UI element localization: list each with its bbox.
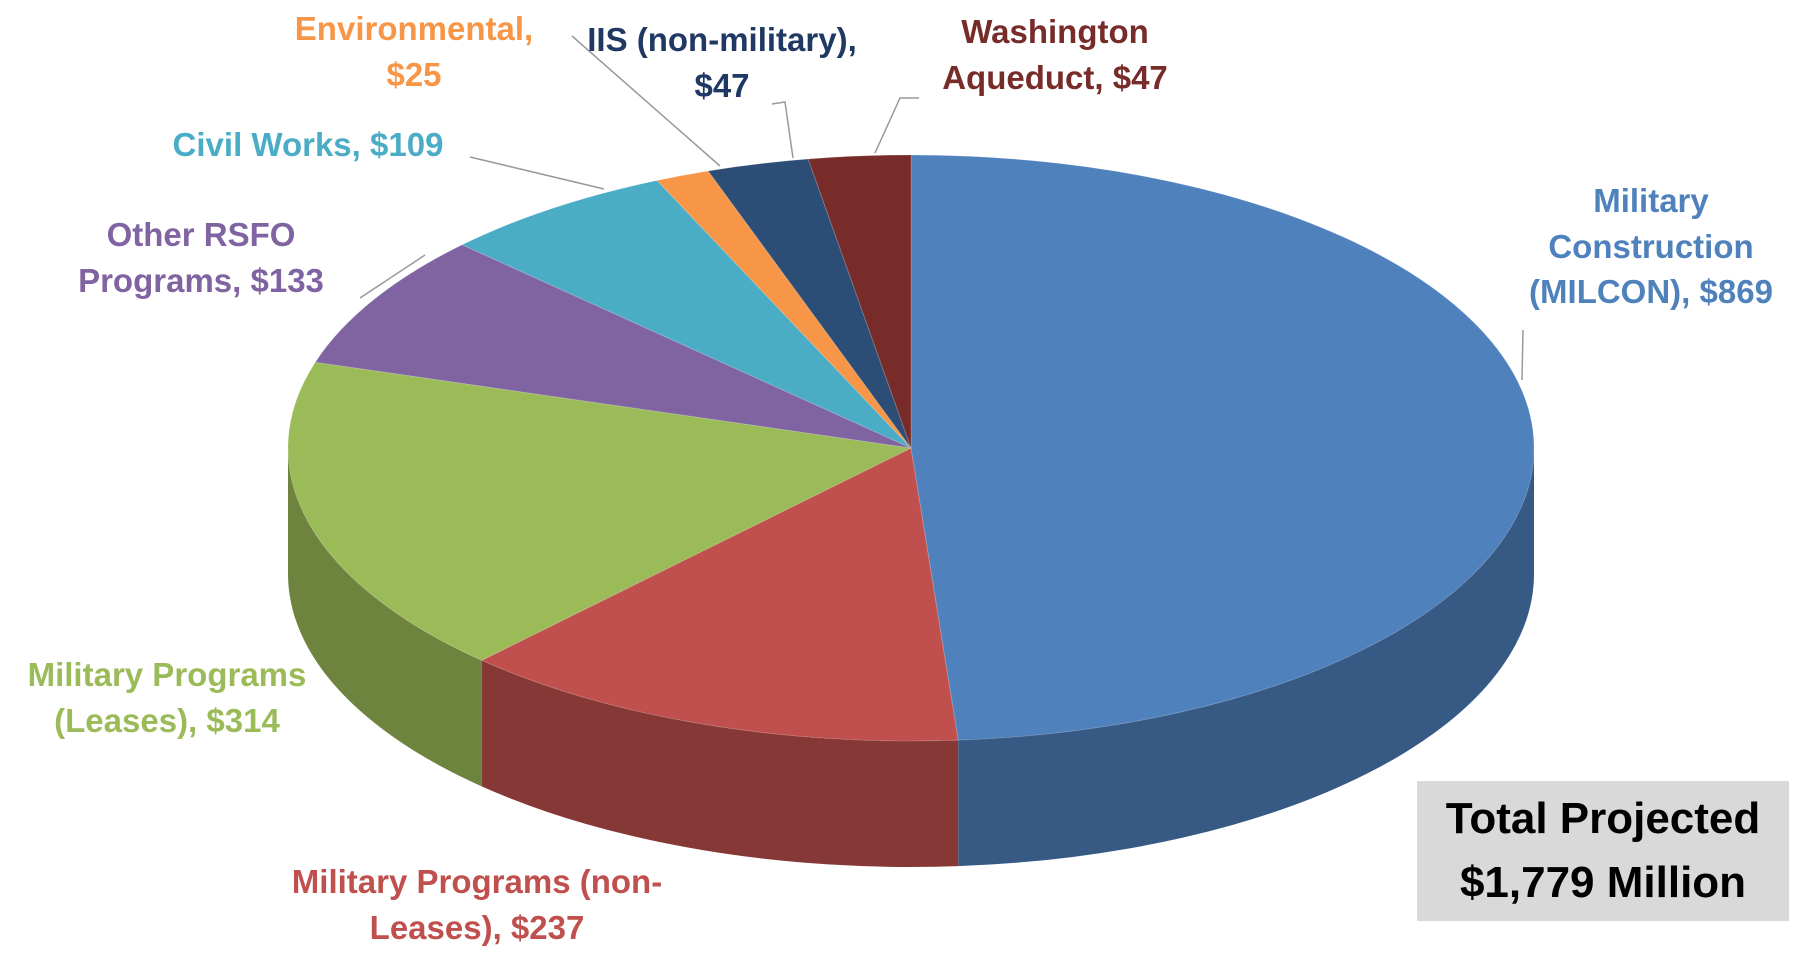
pie-side <box>288 448 482 787</box>
label-value: $237 <box>510 908 585 946</box>
leader-line <box>771 101 794 159</box>
pie-slice <box>461 179 912 449</box>
label-category: Military Construction (MILCON), <box>1529 182 1763 311</box>
data-label: Military Programs (non-Leases), $237 <box>277 859 677 950</box>
label-category: Washington Aqueduct, <box>942 13 1157 96</box>
total-box: Total Projected $1,779 Million <box>1417 781 1789 921</box>
data-label: IIS (non-military), $47 <box>557 17 887 108</box>
label-category: Other RSFO Programs, <box>78 216 305 299</box>
pie-slice <box>287 361 913 661</box>
data-label: Environmental, $25 <box>284 6 544 97</box>
pie-slice <box>656 170 912 449</box>
label-value: $869 <box>1699 273 1773 311</box>
data-label: Washington Aqueduct, $47 <box>905 9 1205 100</box>
label-value: $25 <box>386 55 442 93</box>
label-value: $133 <box>250 261 324 299</box>
pie-slice <box>314 244 912 449</box>
leader-line <box>1521 329 1524 381</box>
label-category: Military Programs (non-Leases), <box>291 863 663 946</box>
label-category: Military Programs (Leases), <box>27 656 316 739</box>
leader-line <box>469 156 605 190</box>
pie-slice <box>480 447 959 742</box>
label-category: IIS (non-military), <box>587 21 857 58</box>
data-label: Civil Works, $109 <box>98 122 518 168</box>
data-label: Other RSFO Programs, $133 <box>51 212 351 303</box>
total-title: Total Projected <box>1445 794 1761 843</box>
leader-line <box>874 97 919 154</box>
label-value: $47 <box>1112 58 1168 96</box>
label-category: Environmental, <box>294 10 534 47</box>
leader-line <box>359 254 426 299</box>
data-label: Military Programs (Leases), $314 <box>0 652 337 743</box>
pie-slice <box>707 158 912 449</box>
total-value: $1,779 Million <box>1459 858 1747 907</box>
pie-slice <box>807 154 912 449</box>
pie-side <box>481 660 959 867</box>
label-value: $47 <box>694 66 750 104</box>
leader-line <box>571 35 721 167</box>
label-value: $109 <box>370 126 444 163</box>
label-category: Civil Works, <box>172 126 361 163</box>
data-label: Military Construction (MILCON), $869 <box>1491 178 1801 315</box>
pie-slice <box>910 154 1535 741</box>
pie-side <box>958 448 1534 867</box>
label-value: $314 <box>206 701 280 739</box>
